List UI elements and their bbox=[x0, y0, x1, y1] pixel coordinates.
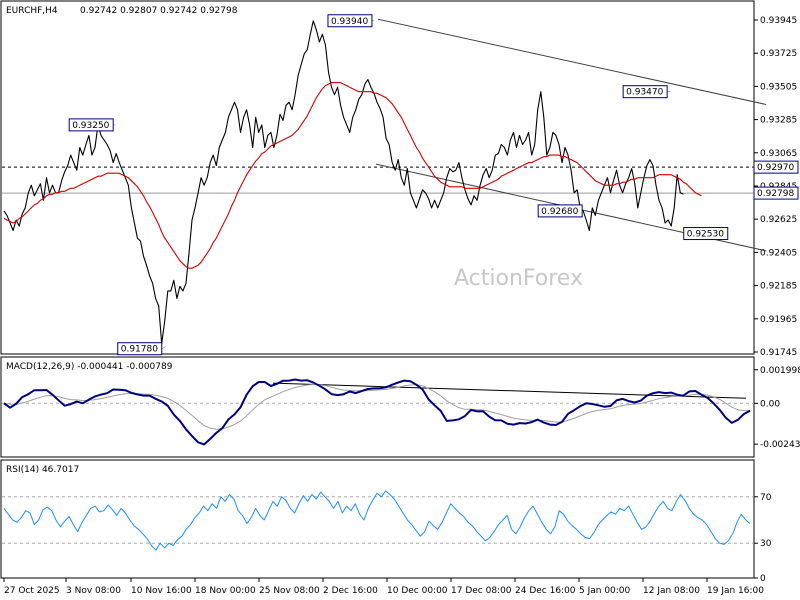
rsi-tick-label: 0 bbox=[760, 574, 766, 584]
rsi-panel bbox=[0, 459, 755, 579]
time-tick-label: 19 Jan 16:00 bbox=[707, 586, 764, 596]
moving-average-line bbox=[3, 82, 702, 269]
time-tick-label: 5 Jan 00:00 bbox=[579, 586, 631, 596]
annotation-label: 0.93250 bbox=[72, 121, 109, 131]
price-annotations: 0.93940 0.93250 0.91780 0.92680 0.93470 0.925… bbox=[68, 14, 729, 356]
price-tick-label: 0.93285 bbox=[760, 116, 797, 126]
annotation-box bbox=[68, 118, 114, 132]
price-line-labels: 0.92970 0.92798 bbox=[753, 160, 799, 200]
annotation-label: 0.92680 bbox=[541, 207, 578, 217]
price-tick-label: 0.93725 bbox=[760, 49, 797, 59]
macd-signal-line bbox=[3, 384, 751, 430]
time-tick-label: 10 Dec 00:00 bbox=[387, 586, 448, 596]
macd-tick-label: -0.002434 bbox=[760, 440, 800, 450]
symbol-header: EURCHF,H4 bbox=[6, 6, 58, 16]
annotation-box bbox=[327, 14, 373, 28]
time-tick-label: 3 Nov 08:00 bbox=[66, 586, 121, 596]
annotation-label: 0.93940 bbox=[331, 17, 368, 27]
macd-series-group bbox=[3, 378, 751, 446]
macd-trendline bbox=[272, 382, 746, 399]
time-tick-label: 27 Oct 2025 bbox=[4, 586, 60, 596]
annotation-box bbox=[622, 85, 668, 99]
annotation-label: 0.91780 bbox=[121, 345, 158, 355]
macd-trendline-group bbox=[272, 382, 746, 399]
price-tick-label: 0.92185 bbox=[760, 282, 797, 292]
annotation-box bbox=[537, 204, 583, 218]
time-tick-label: 17 Dec 08:00 bbox=[451, 586, 512, 596]
annotation-label: 0.93470 bbox=[626, 88, 663, 98]
price-close-line bbox=[3, 20, 684, 345]
price-series-group bbox=[3, 20, 702, 345]
time-tick-label: 24 Dec 16:00 bbox=[515, 586, 576, 596]
annotation-label: 0.92530 bbox=[687, 230, 724, 240]
price-tick-label: 0.93065 bbox=[760, 149, 797, 159]
watermark: ActionForex bbox=[454, 266, 583, 291]
price-hline-label-box bbox=[753, 186, 799, 200]
rsi-tick-label: 30 bbox=[760, 539, 772, 549]
price-hline-label: 0.92970 bbox=[757, 163, 794, 173]
annotation-box bbox=[683, 227, 729, 241]
price-panel bbox=[0, 0, 755, 355]
annotation-connector bbox=[161, 346, 166, 349]
time-axis: 27 Oct 2025 3 Nov 08:00 10 Nov 16:00 18 Nov… bbox=[3, 578, 764, 596]
price-tick-label: 0.92625 bbox=[760, 215, 797, 225]
rsi-line bbox=[3, 490, 751, 551]
price-hline-label: 0.92798 bbox=[757, 189, 794, 199]
macd-main-line bbox=[3, 378, 751, 446]
time-tick-label: 2 Dec 16:00 bbox=[323, 586, 378, 596]
macd-title: MACD(12,26,9) -0.000441 -0.000789 bbox=[6, 362, 173, 372]
macd-panel bbox=[0, 356, 755, 458]
price-tick-label: 0.92405 bbox=[760, 248, 797, 258]
time-tick-label: 10 Nov 16:00 bbox=[131, 586, 192, 596]
price-tick-label: 0.93505 bbox=[760, 82, 797, 92]
rsi-title: RSI(14) 46.7017 bbox=[6, 465, 79, 475]
price-hline-label-box bbox=[753, 160, 799, 174]
price-tick-label: 0.91965 bbox=[760, 315, 797, 325]
macd-tick-label: 0.00 bbox=[760, 399, 780, 409]
rsi-series-group bbox=[3, 490, 751, 551]
price-horizontal-lines bbox=[2, 166, 754, 194]
rsi-tick-label: 70 bbox=[760, 493, 772, 503]
time-tick-label: 18 Nov 00:00 bbox=[195, 586, 256, 596]
time-tick-label: 12 Jan 08:00 bbox=[643, 586, 700, 596]
macd-axis: 0.001998 0.00 -0.002434 bbox=[2, 366, 800, 450]
time-tick-label: 25 Nov 08:00 bbox=[259, 586, 320, 596]
price-tick-label: 0.91745 bbox=[760, 348, 797, 358]
rsi-axis: 70 30 0 bbox=[2, 493, 772, 584]
price-tick-label: 0.93945 bbox=[760, 16, 797, 26]
macd-tick-label: 0.001998 bbox=[760, 366, 800, 376]
price-trendline bbox=[377, 18, 767, 105]
annotation-box bbox=[117, 342, 163, 356]
ohlc-header: 0.92742 0.92807 0.92742 0.92798 bbox=[80, 6, 238, 16]
